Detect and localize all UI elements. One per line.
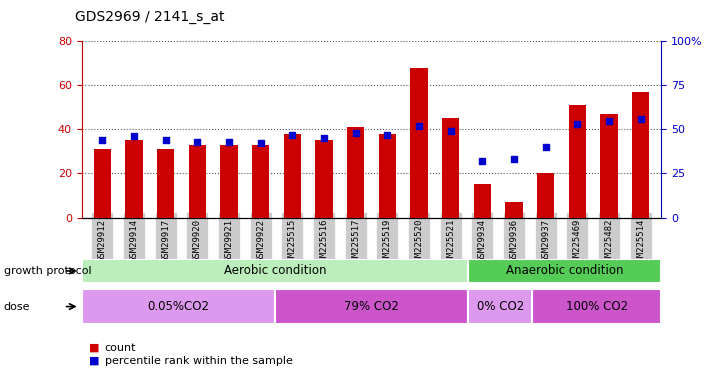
Bar <box>474 184 491 218</box>
Bar <box>188 145 206 218</box>
Bar <box>468 289 533 324</box>
Text: growth protocol: growth protocol <box>4 266 91 276</box>
Text: dose: dose <box>4 302 30 312</box>
Bar <box>275 289 468 324</box>
Point <box>413 123 424 129</box>
Bar <box>94 149 111 217</box>
Point <box>382 132 393 138</box>
Point <box>604 118 615 124</box>
Text: 0.05%CO2: 0.05%CO2 <box>147 300 209 313</box>
Point <box>445 128 456 134</box>
Bar <box>284 134 301 218</box>
Bar <box>468 259 661 283</box>
Text: 0% CO2: 0% CO2 <box>476 300 524 313</box>
Bar <box>220 145 237 218</box>
Point <box>128 134 139 140</box>
Text: ■: ■ <box>89 343 100 353</box>
Bar <box>537 173 555 217</box>
Text: Anaerobic condition: Anaerobic condition <box>506 264 624 278</box>
Bar <box>379 134 396 218</box>
Point <box>319 135 330 141</box>
Point <box>255 141 267 147</box>
Text: count: count <box>105 343 136 353</box>
Point <box>192 139 203 145</box>
Point <box>476 158 488 164</box>
Bar <box>252 145 269 218</box>
Bar <box>82 259 468 283</box>
Point <box>97 137 108 143</box>
Text: GDS2969 / 2141_s_at: GDS2969 / 2141_s_at <box>75 10 224 24</box>
Bar <box>632 92 649 218</box>
Bar <box>600 114 618 218</box>
Point <box>287 132 298 138</box>
Text: ■: ■ <box>89 356 100 366</box>
Text: Aerobic condition: Aerobic condition <box>224 264 326 278</box>
Point <box>540 144 551 150</box>
Point <box>223 139 235 145</box>
Bar <box>506 202 523 217</box>
Point <box>160 137 171 143</box>
Text: percentile rank within the sample: percentile rank within the sample <box>105 356 292 366</box>
Point <box>508 156 520 162</box>
Point <box>350 130 361 136</box>
Bar <box>533 289 661 324</box>
Bar <box>347 127 364 218</box>
Point <box>635 116 646 122</box>
Bar <box>410 68 428 218</box>
Bar <box>125 140 143 218</box>
Bar <box>315 140 333 218</box>
Bar <box>157 149 174 217</box>
Bar <box>442 118 459 218</box>
Bar <box>82 289 275 324</box>
Text: 100% CO2: 100% CO2 <box>566 300 628 313</box>
Point <box>572 121 583 127</box>
Bar <box>569 105 586 218</box>
Text: 79% CO2: 79% CO2 <box>344 300 399 313</box>
